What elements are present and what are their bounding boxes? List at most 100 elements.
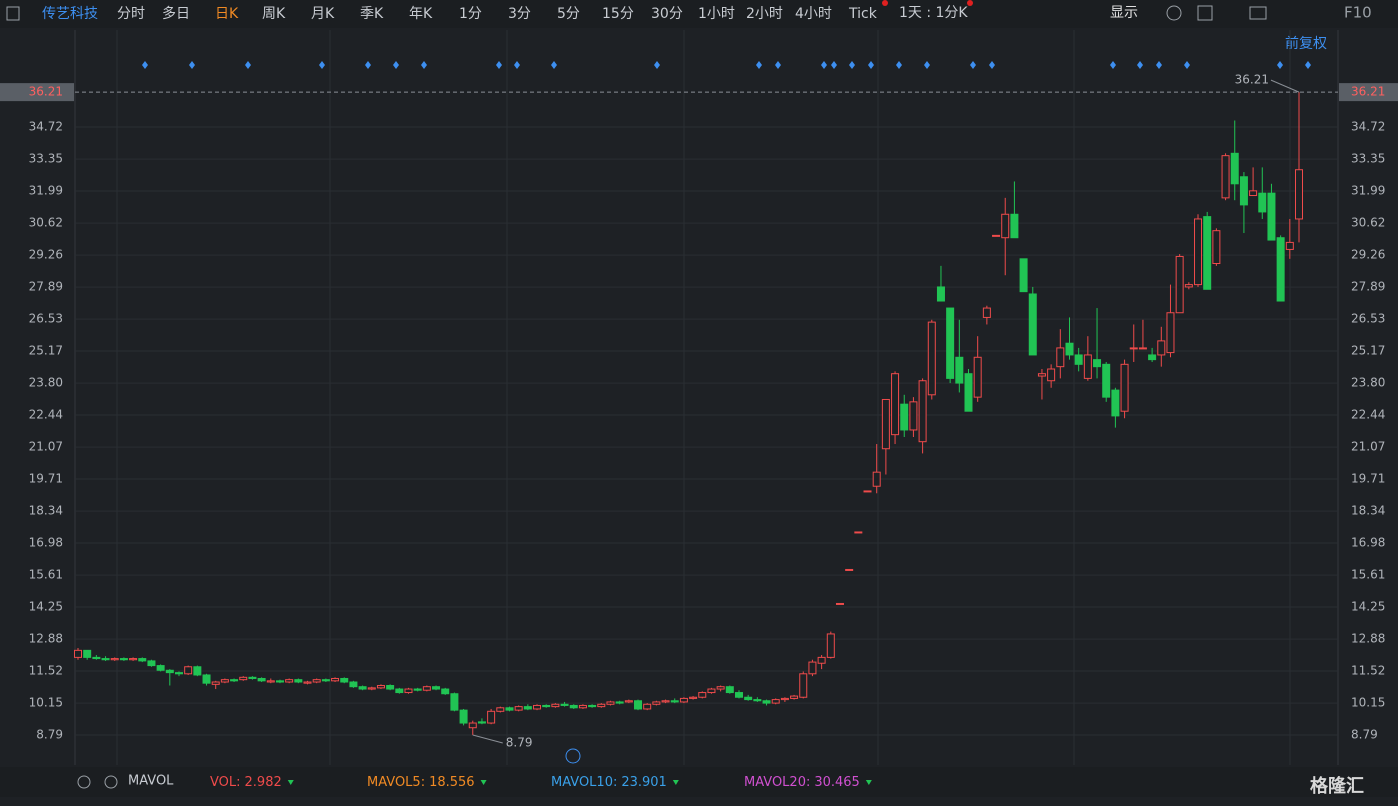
settings-icon[interactable] — [1166, 5, 1182, 21]
event-marker — [1137, 61, 1143, 69]
period-tab[interactable]: 季K — [360, 6, 384, 22]
candle-body — [615, 701, 624, 704]
candle-body — [762, 700, 771, 704]
candle-body — [1221, 155, 1230, 199]
event-marker — [756, 61, 762, 69]
y-tick-label-right: 10.15 — [1351, 696, 1385, 710]
y-tick-label: 31.99 — [29, 184, 63, 198]
y-tick-label: 11.52 — [29, 663, 63, 677]
period-tab[interactable]: Tick — [848, 6, 878, 22]
candle-body — [505, 707, 514, 711]
indicator-value: 2.982 — [245, 775, 282, 790]
y-tick-label-right: 22.44 — [1351, 407, 1385, 421]
y-tick-label-right: 30.62 — [1351, 216, 1385, 230]
period-tab[interactable]: 15分 — [602, 6, 634, 22]
period-tab[interactable]: 3分 — [508, 6, 531, 22]
period-tab[interactable]: 1分 — [459, 6, 482, 22]
event-marker — [970, 61, 976, 69]
stock-name[interactable]: 传艺科技 — [42, 6, 98, 22]
candle-body — [955, 356, 964, 384]
event-marker — [924, 61, 930, 69]
y-tick-label: 26.53 — [29, 312, 63, 326]
indicator-name[interactable]: MAVOL — [128, 774, 174, 789]
event-marker — [142, 61, 148, 69]
max-pointer — [1270, 79, 1300, 93]
period-tab[interactable]: 日K — [215, 6, 239, 22]
candle-body — [652, 701, 661, 705]
y-tick-label-right: 27.89 — [1351, 280, 1385, 294]
dot — [967, 0, 973, 6]
candle-body — [74, 649, 82, 658]
candle-body — [992, 234, 1001, 237]
candle-body — [1184, 284, 1193, 288]
indicator-label: VOL: — [210, 775, 241, 790]
y-tick-label: 14.25 — [29, 599, 63, 613]
candle-body — [1267, 192, 1276, 241]
candle-body — [514, 706, 523, 711]
period-tab[interactable]: 5分 — [557, 6, 580, 22]
candle-body — [551, 703, 560, 708]
indicator-settings[interactable] — [77, 775, 91, 789]
display-menu[interactable]: 显示 — [1110, 5, 1138, 21]
event-marker — [421, 61, 427, 69]
period-tab[interactable]: 年K — [409, 6, 433, 22]
event-marker — [1277, 61, 1283, 69]
dot — [882, 0, 888, 6]
multi-period[interactable]: 1天 : 1分K — [899, 5, 968, 21]
candle-body — [1019, 258, 1028, 293]
f10[interactable]: F10 — [1344, 4, 1372, 22]
y-tick-label: 34.72 — [29, 120, 63, 134]
period-tab[interactable]: 周K — [262, 6, 286, 22]
candle-body — [1194, 218, 1203, 286]
event-marker — [1305, 61, 1311, 69]
candle-body — [643, 703, 652, 710]
candle-body — [1212, 230, 1221, 265]
event-marker — [393, 61, 399, 69]
period-tab[interactable]: 2小时 — [746, 6, 783, 22]
y-tick-label-right: 8.79 — [1351, 727, 1378, 741]
candle-body — [964, 373, 973, 412]
y-tick-label: 27.89 — [29, 280, 63, 294]
period-tab[interactable]: 30分 — [651, 6, 683, 22]
candle-body — [909, 401, 918, 431]
candle-body — [900, 403, 909, 431]
event-marker — [496, 61, 502, 69]
candle-body — [753, 699, 762, 702]
candle-body — [432, 686, 441, 690]
candle-body — [1065, 342, 1074, 356]
max-label: 36.21 — [1235, 73, 1269, 87]
indicator-close[interactable] — [104, 775, 118, 789]
y-tick-label-right: 25.17 — [1351, 343, 1385, 357]
candle-body — [1120, 363, 1129, 412]
candle-body — [450, 693, 459, 711]
period-tab[interactable]: 月K — [311, 6, 335, 22]
y-tick-label: 25.17 — [29, 343, 63, 357]
layout-icon[interactable] — [1197, 5, 1213, 21]
period-tab[interactable]: 分时 — [117, 6, 145, 22]
period-tab[interactable]: 4小时 — [795, 6, 832, 22]
candle-body — [1285, 241, 1294, 250]
candle-body — [395, 688, 404, 694]
indicator-item: MAVOL10: 23.901 — [551, 775, 667, 790]
indicator-arrow — [865, 780, 872, 785]
period-tab[interactable]: 1小时 — [698, 6, 735, 22]
candle-body — [542, 704, 551, 708]
candle-body — [670, 700, 679, 703]
candle-body — [110, 658, 119, 661]
camera-icon[interactable] — [1249, 6, 1267, 20]
price-tag — [0, 83, 74, 102]
candle-body — [266, 680, 275, 683]
y-tick-label-right: 23.80 — [1351, 376, 1385, 390]
sidebar-icon[interactable] — [6, 6, 20, 21]
candle-body — [982, 307, 991, 318]
adjust-mode[interactable]: 前复权 — [1285, 35, 1327, 52]
indicator-item: MAVOL5: 18.556 — [367, 775, 475, 790]
indicator-arrow — [287, 780, 294, 785]
candle-body — [725, 686, 734, 694]
candle-body — [881, 398, 890, 450]
y-tick-label: 15.61 — [29, 568, 63, 582]
candle-body — [634, 700, 643, 710]
candle-body — [661, 700, 670, 703]
candle-body — [808, 661, 817, 675]
period-tab[interactable]: 多日 — [162, 5, 190, 22]
